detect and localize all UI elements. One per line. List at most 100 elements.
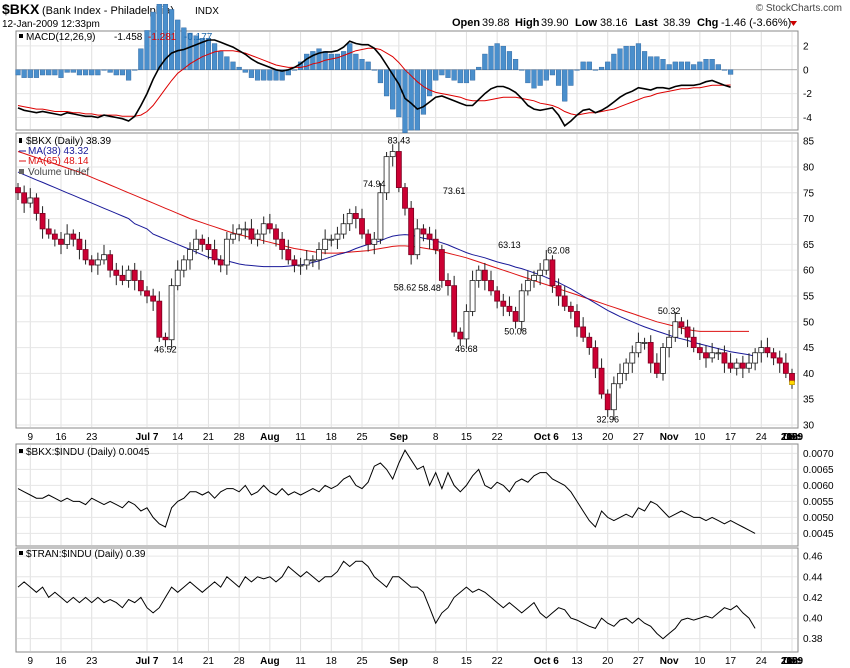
x-tick-label: 8 xyxy=(433,432,439,443)
macd-histogram-bar xyxy=(586,61,592,70)
x-tick-label: 11 xyxy=(295,656,306,667)
candle-down xyxy=(150,295,157,302)
macd-histogram-bar xyxy=(144,30,150,70)
candle-up xyxy=(414,228,421,256)
x-tick-label: 15 xyxy=(786,656,798,667)
macd-histogram-bar xyxy=(199,38,205,70)
price-annotation: 58.48 xyxy=(418,283,441,293)
macd-histogram-bar xyxy=(113,69,119,76)
macd-histogram-bar xyxy=(488,45,494,70)
y-tick-label: 0.40 xyxy=(803,614,823,625)
y-tick-label: 30 xyxy=(803,421,815,432)
macd-histogram-bar xyxy=(242,69,248,73)
price-legend-title: $BKX (Daily) 38.39 xyxy=(26,136,111,147)
macd-histogram-bar xyxy=(132,69,138,71)
macd-line xyxy=(17,39,731,127)
candle-up xyxy=(475,269,482,281)
candle-down xyxy=(211,249,218,261)
y-tick-label: 50 xyxy=(803,317,815,328)
macd-histogram-bar xyxy=(537,69,543,86)
candle-up xyxy=(303,259,310,266)
candle-down xyxy=(721,352,728,364)
macd-histogram-bar xyxy=(414,69,420,131)
y-tick-label: 0.46 xyxy=(803,552,823,563)
macd-histogram-bar xyxy=(574,69,580,71)
macd-histogram-bar xyxy=(377,69,384,84)
candle-down xyxy=(426,233,433,240)
candle-down xyxy=(395,151,402,189)
candle-up xyxy=(666,336,673,348)
candle-down xyxy=(696,347,703,354)
candle-down xyxy=(703,352,709,359)
macd-histogram-bar xyxy=(445,69,451,78)
macd-histogram-bar xyxy=(580,61,586,70)
macd-histogram-bar xyxy=(617,48,623,70)
candle-down xyxy=(481,269,488,281)
quote-last-label: Last xyxy=(635,17,658,29)
x-tick-label: Aug xyxy=(260,432,279,443)
macd-histogram-bar xyxy=(531,69,537,89)
macd-histogram-bar xyxy=(304,53,310,70)
candle-down xyxy=(494,290,501,302)
x-tick-label: 22 xyxy=(786,432,798,443)
y-tick-label: 0.38 xyxy=(803,634,823,645)
bkx-indu-legend: $BKX:$INDU (Daily) 0.0045 xyxy=(19,447,150,458)
x-tick-label: Sep xyxy=(390,656,408,667)
x-tick-label: 8 xyxy=(433,656,439,667)
candle-down xyxy=(457,331,464,340)
candle-down xyxy=(162,336,169,341)
candle-up xyxy=(27,197,34,204)
macd-histogram-bar xyxy=(506,51,513,70)
x-tick-label: 22 xyxy=(492,432,504,443)
x-tick-label: 12 xyxy=(786,432,798,443)
candle-down xyxy=(432,238,439,250)
macd-histogram-bar xyxy=(433,69,439,81)
y-tick-label: 55 xyxy=(803,291,815,302)
candle-down xyxy=(266,223,273,230)
bkx-indu-legend-swatch xyxy=(19,449,23,453)
price-annotation: 46.52 xyxy=(154,345,177,355)
candle-up xyxy=(746,362,752,369)
x-tick-label: 27 xyxy=(633,432,645,443)
x-tick-label: 2009 xyxy=(781,432,804,443)
candle-down xyxy=(488,280,494,292)
macd-histogram-bar xyxy=(611,53,617,70)
volume-legend-swatch xyxy=(19,169,24,174)
candle-up xyxy=(180,259,187,271)
candle-down xyxy=(131,269,138,281)
candle-down xyxy=(776,357,783,364)
candle-down xyxy=(352,213,359,219)
macd-histogram-bar xyxy=(291,69,298,71)
candle-down xyxy=(500,300,507,307)
macd-histogram-bar xyxy=(598,66,605,70)
macd-histogram-bar xyxy=(58,69,64,78)
y-tick-label: 0 xyxy=(803,65,809,76)
macd-histogram-bar xyxy=(439,69,445,76)
bkx-indu-panel xyxy=(15,443,799,547)
macd-legend-signal: -1.281 xyxy=(148,32,177,43)
macd-histogram-bar xyxy=(254,69,261,81)
watermark: © StockCharts.com xyxy=(756,3,842,14)
candle-up xyxy=(297,264,304,267)
candle-up xyxy=(223,238,230,266)
macd-histogram-bar xyxy=(193,35,199,70)
candle-up xyxy=(733,362,740,369)
candle-down xyxy=(549,259,556,287)
macd-histogram-bar xyxy=(420,69,427,115)
x-tick-label: Aug xyxy=(260,656,279,667)
candle-up xyxy=(254,233,261,240)
tran-indu-legend-swatch xyxy=(19,551,23,555)
date-label: 12-Jan-2009 12:33pm xyxy=(2,19,100,30)
macd-histogram-bar xyxy=(623,45,629,70)
macd-histogram-bar xyxy=(267,69,273,81)
macd-histogram-bar xyxy=(721,69,728,71)
x-tick-label: 10 xyxy=(694,656,706,667)
x-tick-label: Nov xyxy=(660,656,679,667)
candle-down xyxy=(21,192,28,204)
price-annotation: 74.94 xyxy=(363,179,386,189)
candle-up xyxy=(389,151,396,158)
x-tick-label: 14 xyxy=(172,432,184,443)
macd-histogram-bar xyxy=(347,43,353,70)
candle-up xyxy=(377,192,384,240)
x-tick-label: 28 xyxy=(234,656,246,667)
